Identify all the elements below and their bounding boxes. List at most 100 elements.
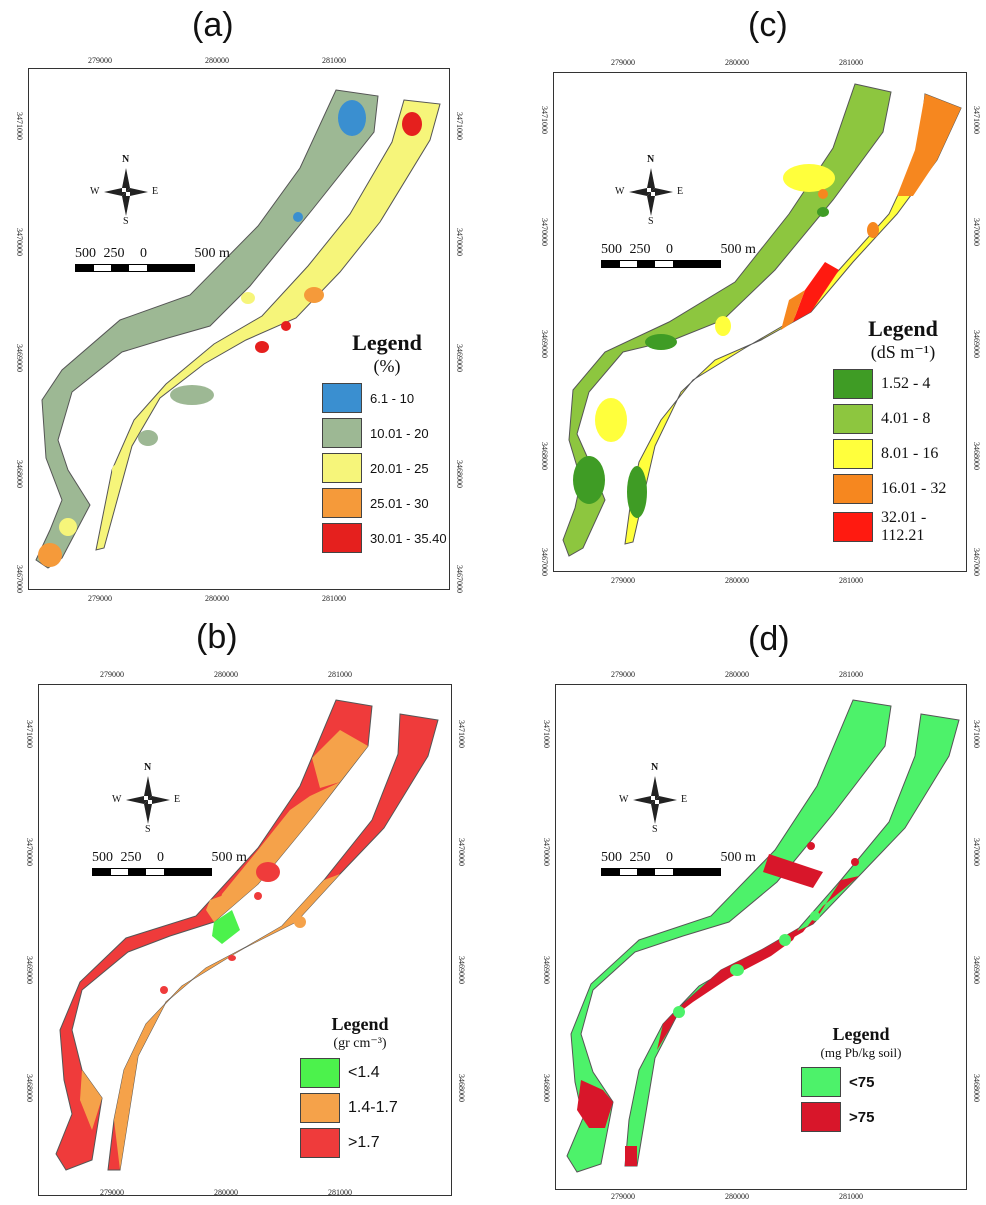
x-tick-bottom: 279000 <box>88 594 112 603</box>
zone-red <box>255 341 269 353</box>
zone-yellow <box>595 398 627 442</box>
scale-label: 500 <box>75 246 96 261</box>
compass-icon <box>633 776 677 824</box>
zone-orange <box>294 916 306 928</box>
legend-item: 4.01 - 8 <box>833 404 973 434</box>
legend-swatch <box>322 418 362 448</box>
compass-s: S <box>123 216 129 227</box>
zone-orange <box>867 222 879 238</box>
compass-e: E <box>681 794 688 805</box>
x-tick-top: 279000 <box>611 670 635 679</box>
map-frame-c <box>553 72 967 572</box>
legend-label: 8.01 - 16 <box>881 445 939 462</box>
compass-s: S <box>145 824 151 835</box>
zone-dark-green <box>627 466 647 518</box>
panel-label-c: (c) <box>748 6 788 44</box>
zone-orange <box>818 189 828 199</box>
legend-label: 4.01 - 8 <box>881 410 931 427</box>
scale-label: 0 <box>666 850 673 865</box>
zone-dark-green <box>817 207 829 217</box>
x-tick-bottom: 279000 <box>100 1188 124 1197</box>
legend-label: >75 <box>849 1108 875 1126</box>
map-frame-b <box>38 684 452 1196</box>
x-tick-bottom: 280000 <box>205 594 229 603</box>
zone-red <box>228 955 236 961</box>
compass-n: N <box>651 762 659 773</box>
x-tick-top: 280000 <box>205 56 229 65</box>
map-strips-b <box>55 699 439 1171</box>
scale-label: 500 <box>92 850 113 865</box>
legend-item: 32.01 - 112.21 <box>833 509 973 545</box>
map-panel-c: 279000 280000 281000 279000 280000 28100… <box>493 0 986 610</box>
compass-w: W <box>619 794 629 805</box>
scale-bar: 500 250 0 500 m <box>75 246 230 272</box>
legend-label: <75 <box>849 1073 875 1091</box>
legend-unit: (mg Pb/kg soil) <box>820 1045 902 1060</box>
scale-line <box>92 868 212 876</box>
scale-label: 500 m <box>720 850 756 865</box>
compass-n: N <box>144 762 152 773</box>
map-strips-d <box>566 699 960 1173</box>
legend-unit: (%) <box>373 356 401 376</box>
panel-label-d: (d) <box>748 620 790 658</box>
legend-item: 8.01 - 16 <box>833 439 973 469</box>
x-tick-bottom: 281000 <box>328 1188 352 1197</box>
map-strips-a <box>35 89 441 569</box>
legend-a: Legend (%) 6.1 - 10 10.01 - 20 20.01 - 2… <box>322 330 452 558</box>
legend-label: 20.01 - 25 <box>370 460 429 476</box>
scale-label: 250 <box>629 242 651 257</box>
legend-item: <75 <box>801 1067 921 1097</box>
scale-label: 250 <box>629 850 651 865</box>
zone-red <box>160 986 168 994</box>
x-tick-top: 279000 <box>88 56 112 65</box>
zone-yellow <box>715 316 731 336</box>
legend-unit: (gr cm⁻³) <box>333 1036 387 1051</box>
scale-label: 500 m <box>211 850 247 865</box>
x-tick-bottom: 281000 <box>839 576 863 585</box>
legend-label: 1.52 - 4 <box>881 375 931 392</box>
compass-rose: N S W E <box>112 762 180 835</box>
x-tick-bottom: 280000 <box>214 1188 238 1197</box>
scale-bar: 500 250 0 500 m <box>601 850 756 876</box>
zone-green <box>810 911 820 921</box>
legend-label: 32.01 - 112.21 <box>881 509 927 544</box>
compass-icon <box>126 776 170 824</box>
zone-red <box>807 842 815 850</box>
x-tick-bottom: 280000 <box>725 576 749 585</box>
zone-green <box>170 385 214 405</box>
legend-d: Legend (mg Pb/kg soil) <75 >75 <box>801 1024 921 1137</box>
zone-yellow <box>241 292 255 304</box>
legend-swatch <box>300 1093 340 1123</box>
scale-label: 500 <box>601 242 622 257</box>
legend-title: Legend <box>352 330 422 355</box>
zone-dark-green <box>645 334 677 350</box>
zone-red <box>281 321 291 331</box>
zone-yellow <box>783 164 835 192</box>
scale-line <box>601 260 721 268</box>
legend-swatch <box>833 512 873 542</box>
compass-w: W <box>90 186 100 197</box>
legend-swatch <box>801 1102 841 1132</box>
scale-label: 250 <box>120 850 142 865</box>
x-tick-bottom: 279000 <box>611 1192 635 1201</box>
legend-item: 25.01 - 30 <box>322 488 452 518</box>
x-tick-top: 281000 <box>322 56 346 65</box>
scale-bar: 500 250 0 500 m <box>92 850 247 876</box>
legend-item: 16.01 - 32 <box>833 474 973 504</box>
compass-icon <box>104 168 148 216</box>
legend-b: Legend (gr cm⁻³) <1.4 1.4-1.7 >1.7 <box>300 1014 420 1163</box>
compass-s: S <box>648 216 654 227</box>
compass-n: N <box>122 154 130 165</box>
legend-item: 1.4-1.7 <box>300 1093 420 1123</box>
legend-label: <1.4 <box>348 1064 380 1081</box>
map-strips-c <box>562 83 962 557</box>
panel-label-a: (a) <box>192 6 234 44</box>
legend-item: 6.1 - 10 <box>322 383 452 413</box>
legend-item: >75 <box>801 1102 921 1132</box>
legend-swatch <box>833 439 873 469</box>
x-tick-top: 279000 <box>611 58 635 67</box>
x-tick-top: 280000 <box>214 670 238 679</box>
legend-swatch <box>300 1128 340 1158</box>
zone-red <box>402 112 422 136</box>
legend-label: 30.01 - 35.40 <box>370 530 447 546</box>
